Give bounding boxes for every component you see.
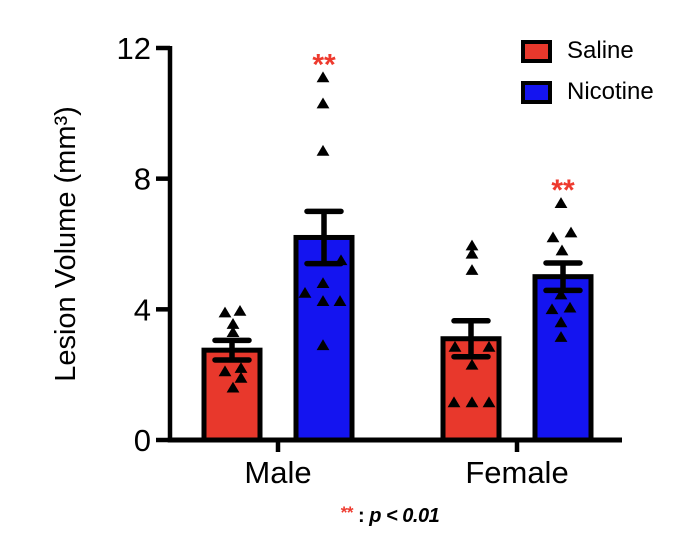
legend: Saline Nicotine — [521, 37, 654, 119]
data-point-nicotine-female — [554, 197, 568, 208]
legend-label-nicotine: Nicotine — [567, 78, 654, 105]
data-point-nicotine-female — [563, 301, 577, 313]
data-point-nicotine-male — [333, 295, 347, 306]
data-point-nicotine-female — [554, 288, 568, 300]
data-point-saline-male — [234, 362, 248, 373]
data-point-saline-male — [218, 306, 232, 318]
significance-caption: ** : p < 0.01 — [240, 503, 540, 528]
bar-saline-male — [201, 347, 263, 443]
x-category-label: Female — [465, 455, 568, 490]
legend-item-saline: Saline — [521, 37, 654, 65]
data-point-saline-female — [447, 396, 461, 408]
data-point-nicotine-female — [554, 316, 568, 328]
data-point-nicotine-female — [554, 331, 568, 342]
data-point-saline-female — [465, 239, 479, 251]
y-tick-label: 4 — [134, 292, 151, 327]
data-point-saline-female — [482, 340, 496, 352]
data-point-saline-female — [465, 396, 479, 408]
data-point-saline-male — [226, 326, 240, 337]
caption-separator: : — [353, 505, 370, 527]
data-point-nicotine-male — [298, 287, 312, 298]
y-tick-label: 12 — [117, 31, 151, 66]
data-point-saline-female — [482, 396, 496, 408]
legend-item-nicotine: Nicotine — [521, 78, 654, 106]
data-point-nicotine-female — [564, 226, 578, 238]
data-point-saline-female — [465, 247, 479, 259]
data-point-saline-male — [234, 371, 248, 383]
data-point-nicotine-male — [316, 97, 330, 109]
data-point-nicotine-female — [546, 231, 560, 243]
legend-label-saline: Saline — [567, 37, 634, 64]
data-point-nicotine-male — [316, 295, 330, 306]
data-point-nicotine-male — [316, 71, 330, 83]
data-point-saline-male — [233, 304, 247, 316]
data-point-saline-female — [465, 264, 479, 275]
bar-nicotine-male — [293, 234, 355, 443]
data-point-saline-male — [226, 318, 240, 329]
data-point-saline-female — [465, 358, 479, 370]
data-point-saline-male — [218, 365, 232, 377]
data-point-nicotine-male — [316, 339, 330, 351]
data-point-saline-male — [226, 381, 240, 393]
legend-swatch-nicotine-icon — [521, 80, 552, 104]
caption-stars: ** — [340, 503, 354, 522]
caption-p-value: p < 0.01 — [369, 505, 440, 527]
significance-stars: ** — [312, 48, 336, 81]
data-point-nicotine-female — [555, 244, 569, 256]
y-axis-title: Lesion Volume (mm³) — [50, 106, 82, 382]
significance-stars: ** — [551, 174, 575, 207]
legend-swatch-saline-icon — [521, 39, 552, 63]
y-tick-label: 0 — [134, 423, 151, 458]
x-category-label: Male — [244, 455, 311, 490]
data-point-nicotine-male — [316, 144, 330, 156]
data-point-nicotine-female — [545, 303, 559, 315]
y-tick-label: 8 — [134, 162, 151, 197]
data-point-saline-female — [448, 340, 462, 352]
bar-nicotine-female — [532, 274, 594, 443]
data-point-nicotine-male — [316, 277, 330, 288]
